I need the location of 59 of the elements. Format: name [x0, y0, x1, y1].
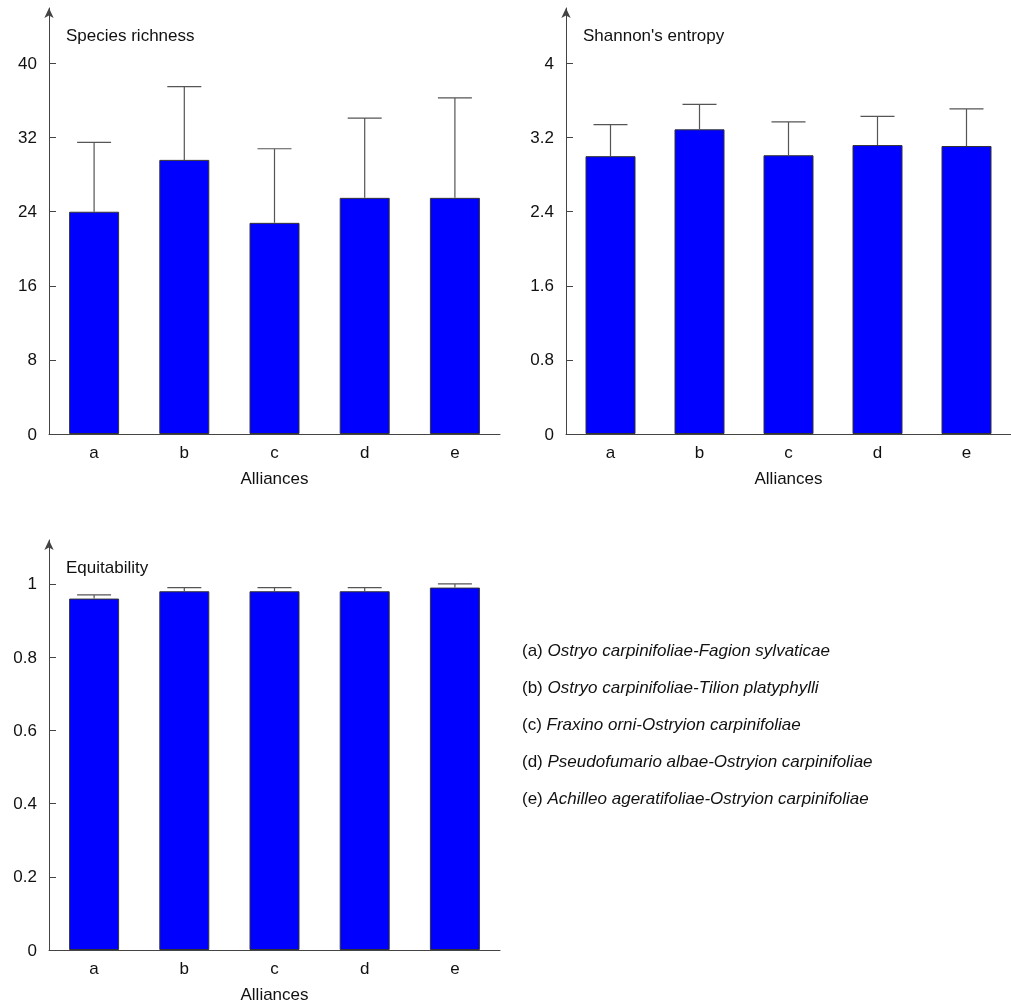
y-tick-label: 8 [27, 350, 37, 370]
x-tick-label: c [784, 443, 794, 462]
x-tick-label: c [270, 443, 280, 462]
bar [339, 591, 390, 950]
x-tick-label: b [179, 959, 190, 978]
y-tick-label: 0.2 [13, 867, 37, 887]
y-tick-label: 0.4 [13, 794, 37, 814]
bar [339, 197, 390, 434]
bar [159, 159, 210, 434]
y-tick-label: 24 [18, 202, 37, 222]
y-tick-label: 3.2 [530, 128, 554, 148]
x-tick-label: a [605, 443, 616, 462]
y-tick-label: 0 [27, 940, 37, 960]
y-tick-label: 2.4 [530, 202, 554, 222]
y-tick-label: 4 [544, 54, 554, 74]
y-tick-label: 0.8 [530, 350, 554, 370]
x-axis-title: Alliances [240, 469, 309, 488]
bar [249, 591, 300, 950]
bar [763, 155, 814, 434]
x-tick-label: b [694, 443, 705, 462]
y-tick-label: 1 [27, 574, 37, 594]
x-axis-title: Alliances [754, 469, 823, 488]
x-axis-title: Alliances [240, 985, 309, 1004]
y-tick-label: 0 [544, 424, 554, 444]
y-tick-label: 16 [18, 276, 37, 296]
x-tick-label: c [270, 959, 280, 978]
bar [429, 587, 480, 950]
bar [941, 145, 992, 434]
bar [69, 211, 120, 434]
x-tick-label: a [89, 959, 100, 978]
x-tick-label: d [359, 959, 370, 978]
bar [585, 156, 636, 434]
y-axis-title: Species richness [66, 26, 195, 45]
x-tick-label: d [872, 443, 883, 462]
x-tick-label: e [450, 443, 460, 462]
y-tick-label: 1.6 [530, 276, 554, 296]
bar [674, 129, 725, 434]
bar [69, 598, 120, 950]
bar [249, 222, 300, 434]
y-tick-label: 0 [27, 424, 37, 444]
y-tick-label: 0.8 [13, 647, 37, 667]
bar [429, 197, 480, 434]
bar [159, 591, 210, 950]
x-tick-label: e [961, 443, 972, 462]
x-tick-label: e [450, 959, 460, 978]
text: (b) Ostryo carpinifoliae-Tilion platyphylli [522, 678, 819, 697]
text: (d) Pseudofumario albae-Ostryion carpinifoliae [522, 752, 873, 771]
y-tick-label: 32 [18, 128, 37, 148]
x-tick-label: d [359, 443, 370, 462]
y-tick-label: 0.6 [13, 720, 37, 740]
bar [852, 145, 903, 434]
x-tick-label: b [179, 443, 190, 462]
text: (e) Achilleo ageratifoliae-Ostryion carpinifoliae [522, 789, 869, 808]
y-axis-title: Shannon's entropy [583, 26, 725, 45]
text: (c) Fraxino orni-Ostryion carpinifoliae [522, 715, 801, 734]
x-tick-label: a [89, 443, 100, 462]
y-tick-label: 40 [18, 54, 37, 74]
text: (a) Ostryo carpinifoliae-Fagion sylvaticae [522, 641, 831, 660]
y-axis-title: Equitability [66, 558, 149, 577]
